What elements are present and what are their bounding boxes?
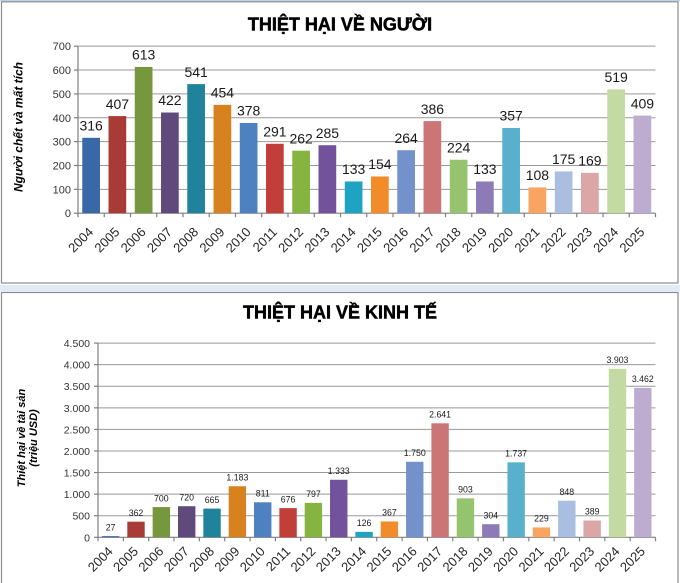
svg-text:0: 0: [84, 532, 90, 544]
svg-text:1.000: 1.000: [64, 489, 90, 501]
svg-text:304: 304: [483, 510, 498, 520]
svg-text:357: 357: [499, 108, 523, 124]
svg-text:1.500: 1.500: [64, 468, 90, 480]
svg-text:797: 797: [306, 489, 321, 499]
svg-text:613: 613: [132, 47, 156, 63]
svg-text:224: 224: [447, 139, 471, 155]
svg-text:4.000: 4.000: [64, 360, 90, 372]
svg-text:175: 175: [552, 151, 576, 167]
svg-text:3.000: 3.000: [64, 403, 90, 415]
svg-text:262: 262: [289, 130, 313, 146]
svg-text:Thiệt hại về tài sản: Thiệt hại về tài sản: [16, 389, 28, 488]
svg-text:720: 720: [179, 492, 194, 502]
svg-text:133: 133: [473, 161, 497, 177]
svg-text:362: 362: [129, 508, 144, 518]
svg-text:400: 400: [53, 113, 71, 125]
svg-text:903: 903: [458, 485, 473, 495]
svg-text:600: 600: [53, 65, 71, 77]
svg-text:700: 700: [154, 493, 169, 503]
svg-text:169: 169: [578, 153, 602, 169]
svg-text:407: 407: [106, 96, 130, 112]
svg-text:291: 291: [263, 123, 287, 139]
svg-text:1.737: 1.737: [505, 449, 527, 459]
svg-text:264: 264: [394, 130, 418, 146]
svg-text:1.333: 1.333: [328, 466, 350, 476]
svg-text:2.641: 2.641: [429, 410, 451, 420]
svg-text:THIỆT HẠI VỀ KINH TẾ: THIỆT HẠI VỀ KINH TẾ: [243, 302, 437, 323]
svg-text:811: 811: [256, 489, 270, 499]
svg-text:665: 665: [205, 495, 220, 505]
svg-text:500: 500: [72, 511, 90, 523]
svg-text:1.750: 1.750: [404, 448, 426, 458]
svg-text:27: 27: [106, 522, 116, 532]
svg-text:THIỆT HẠI VỀ NGƯỜI: THIỆT HẠI VỀ NGƯỜI: [248, 14, 432, 35]
svg-text:422: 422: [158, 92, 182, 108]
svg-text:519: 519: [604, 69, 628, 85]
svg-text:285: 285: [316, 125, 340, 141]
svg-text:100: 100: [53, 184, 71, 196]
svg-text:0: 0: [65, 208, 71, 220]
svg-text:154: 154: [368, 156, 392, 172]
svg-text:700: 700: [53, 41, 71, 53]
svg-text:4.500: 4.500: [64, 338, 90, 350]
svg-text:3.903: 3.903: [607, 355, 629, 365]
svg-text:676: 676: [281, 494, 296, 504]
svg-text:108: 108: [526, 167, 550, 183]
svg-text:389: 389: [585, 507, 600, 517]
svg-text:1.183: 1.183: [226, 472, 248, 482]
svg-text:229: 229: [534, 514, 549, 524]
svg-text:386: 386: [421, 101, 445, 117]
svg-text:541: 541: [184, 64, 208, 80]
svg-text:300: 300: [53, 137, 71, 149]
svg-text:454: 454: [211, 85, 235, 101]
svg-text:2.000: 2.000: [64, 446, 90, 458]
svg-text:367: 367: [382, 508, 397, 518]
svg-text:133: 133: [342, 161, 366, 177]
svg-text:3.500: 3.500: [64, 381, 90, 393]
svg-text:2.500: 2.500: [64, 424, 90, 436]
svg-text:126: 126: [357, 518, 372, 528]
svg-text:200: 200: [53, 160, 71, 172]
svg-text:378: 378: [237, 103, 261, 119]
svg-text:(triệu USD): (triệu USD): [28, 409, 40, 467]
svg-text:409: 409: [631, 95, 655, 111]
svg-text:848: 848: [560, 487, 575, 497]
svg-text:Người chết và mất tích: Người chết và mất tích: [12, 62, 26, 192]
svg-text:500: 500: [53, 89, 71, 101]
svg-text:316: 316: [79, 118, 103, 134]
svg-text:3.462: 3.462: [632, 374, 654, 384]
